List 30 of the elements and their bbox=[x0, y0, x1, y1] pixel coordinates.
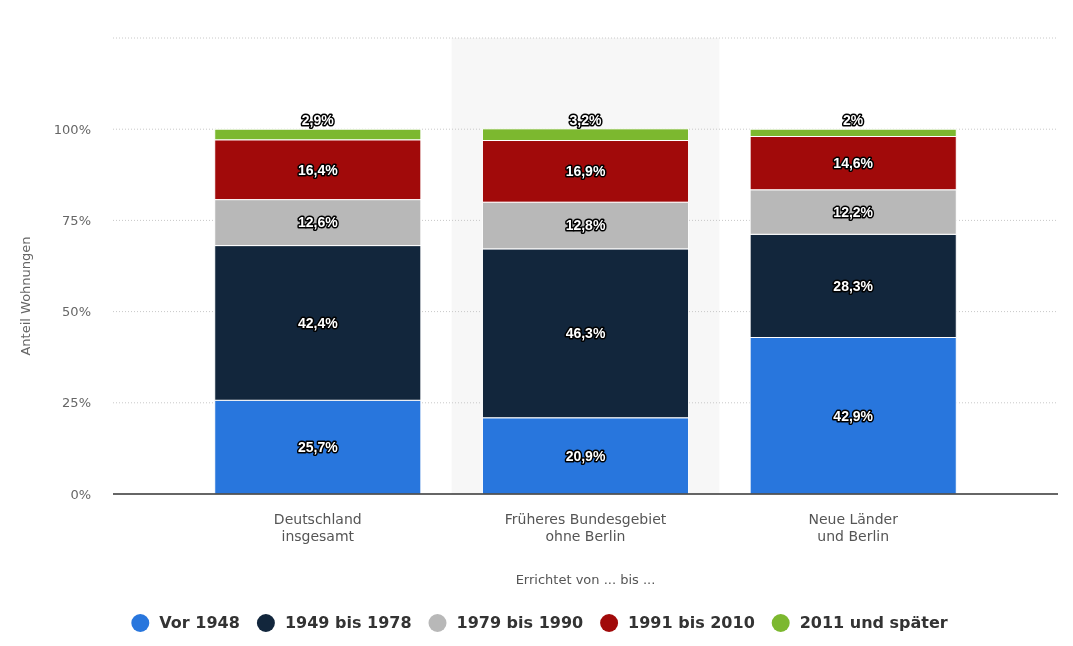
legend-label: 1979 bis 1990 bbox=[456, 613, 584, 632]
data-label: 20,9% bbox=[565, 447, 606, 464]
legend-label: 2011 und später bbox=[799, 613, 948, 632]
data-label: 16,9% bbox=[565, 163, 606, 180]
data-label: 3,2% bbox=[569, 111, 602, 128]
legend-label: Vor 1948 bbox=[159, 613, 240, 632]
y-tick-label: 0% bbox=[70, 486, 91, 502]
data-label: 42,9% bbox=[833, 407, 874, 424]
legend-label: 1949 bis 1978 bbox=[284, 613, 412, 632]
data-label: 42,4% bbox=[297, 314, 339, 331]
data-label: 2,9% bbox=[301, 112, 335, 129]
legend-label: 1991 bis 2010 bbox=[628, 613, 755, 632]
data-label: 12,6% bbox=[297, 214, 339, 231]
data-label: 28,3% bbox=[833, 277, 874, 294]
y-tick-label: 25% bbox=[62, 395, 91, 411]
data-label: 16,4% bbox=[297, 161, 339, 178]
data-label: 46,3% bbox=[565, 325, 606, 342]
x-tick-label: Früheres Bundesgebiet ohne Berlin bbox=[504, 511, 667, 544]
y-axis-title: Anteil Wohnungen bbox=[18, 236, 33, 356]
data-label: 2% bbox=[843, 112, 864, 129]
x-tick-label: Deutschland insgesamt bbox=[273, 511, 362, 544]
data-label: 14,6% bbox=[833, 155, 874, 172]
y-tick-label: 50% bbox=[62, 304, 91, 320]
data-label: 12,8% bbox=[565, 217, 606, 234]
x-tick-label: Neue Länder und Berlin bbox=[808, 511, 899, 544]
data-label: 25,7% bbox=[297, 439, 339, 456]
y-tick-label: 75% bbox=[62, 212, 91, 228]
y-tick-label: 100% bbox=[53, 121, 91, 137]
x-axis-title: Errichtet von ... bis ... bbox=[515, 572, 656, 587]
data-label: 12,2% bbox=[833, 203, 874, 220]
